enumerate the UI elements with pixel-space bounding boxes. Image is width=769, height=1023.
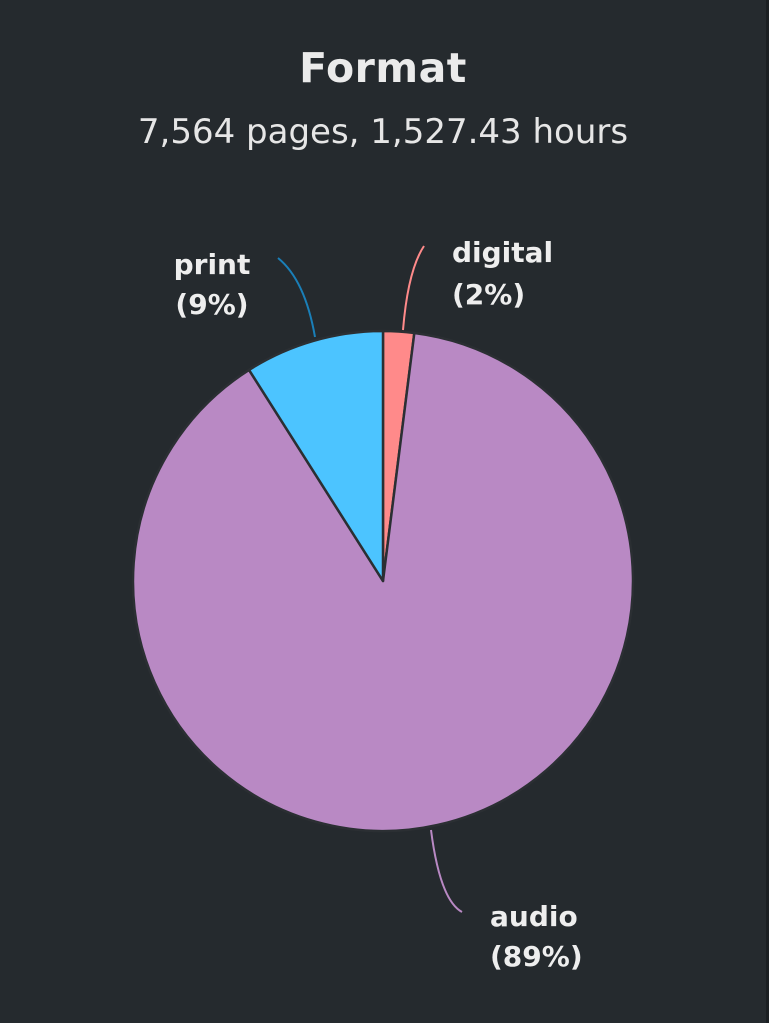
slice-label-audio: audio	[490, 900, 578, 933]
leader-line-print	[277, 257, 316, 338]
slice-label-print: print	[174, 248, 251, 281]
pie-slice-print[interactable]	[247, 329, 385, 583]
chart-title: Format	[299, 44, 467, 92]
leader-line-audio	[430, 829, 463, 913]
chart-subtitle: 7,564 pages, 1,527.43 hours	[137, 112, 629, 152]
leader-line-digital	[402, 245, 425, 331]
slice-percent-digital: (2%)	[452, 278, 525, 311]
slice-percent-print: (9%)	[175, 288, 248, 321]
slice-label-digital: digital	[452, 236, 553, 269]
slice-percent-audio: (89%)	[490, 940, 583, 973]
